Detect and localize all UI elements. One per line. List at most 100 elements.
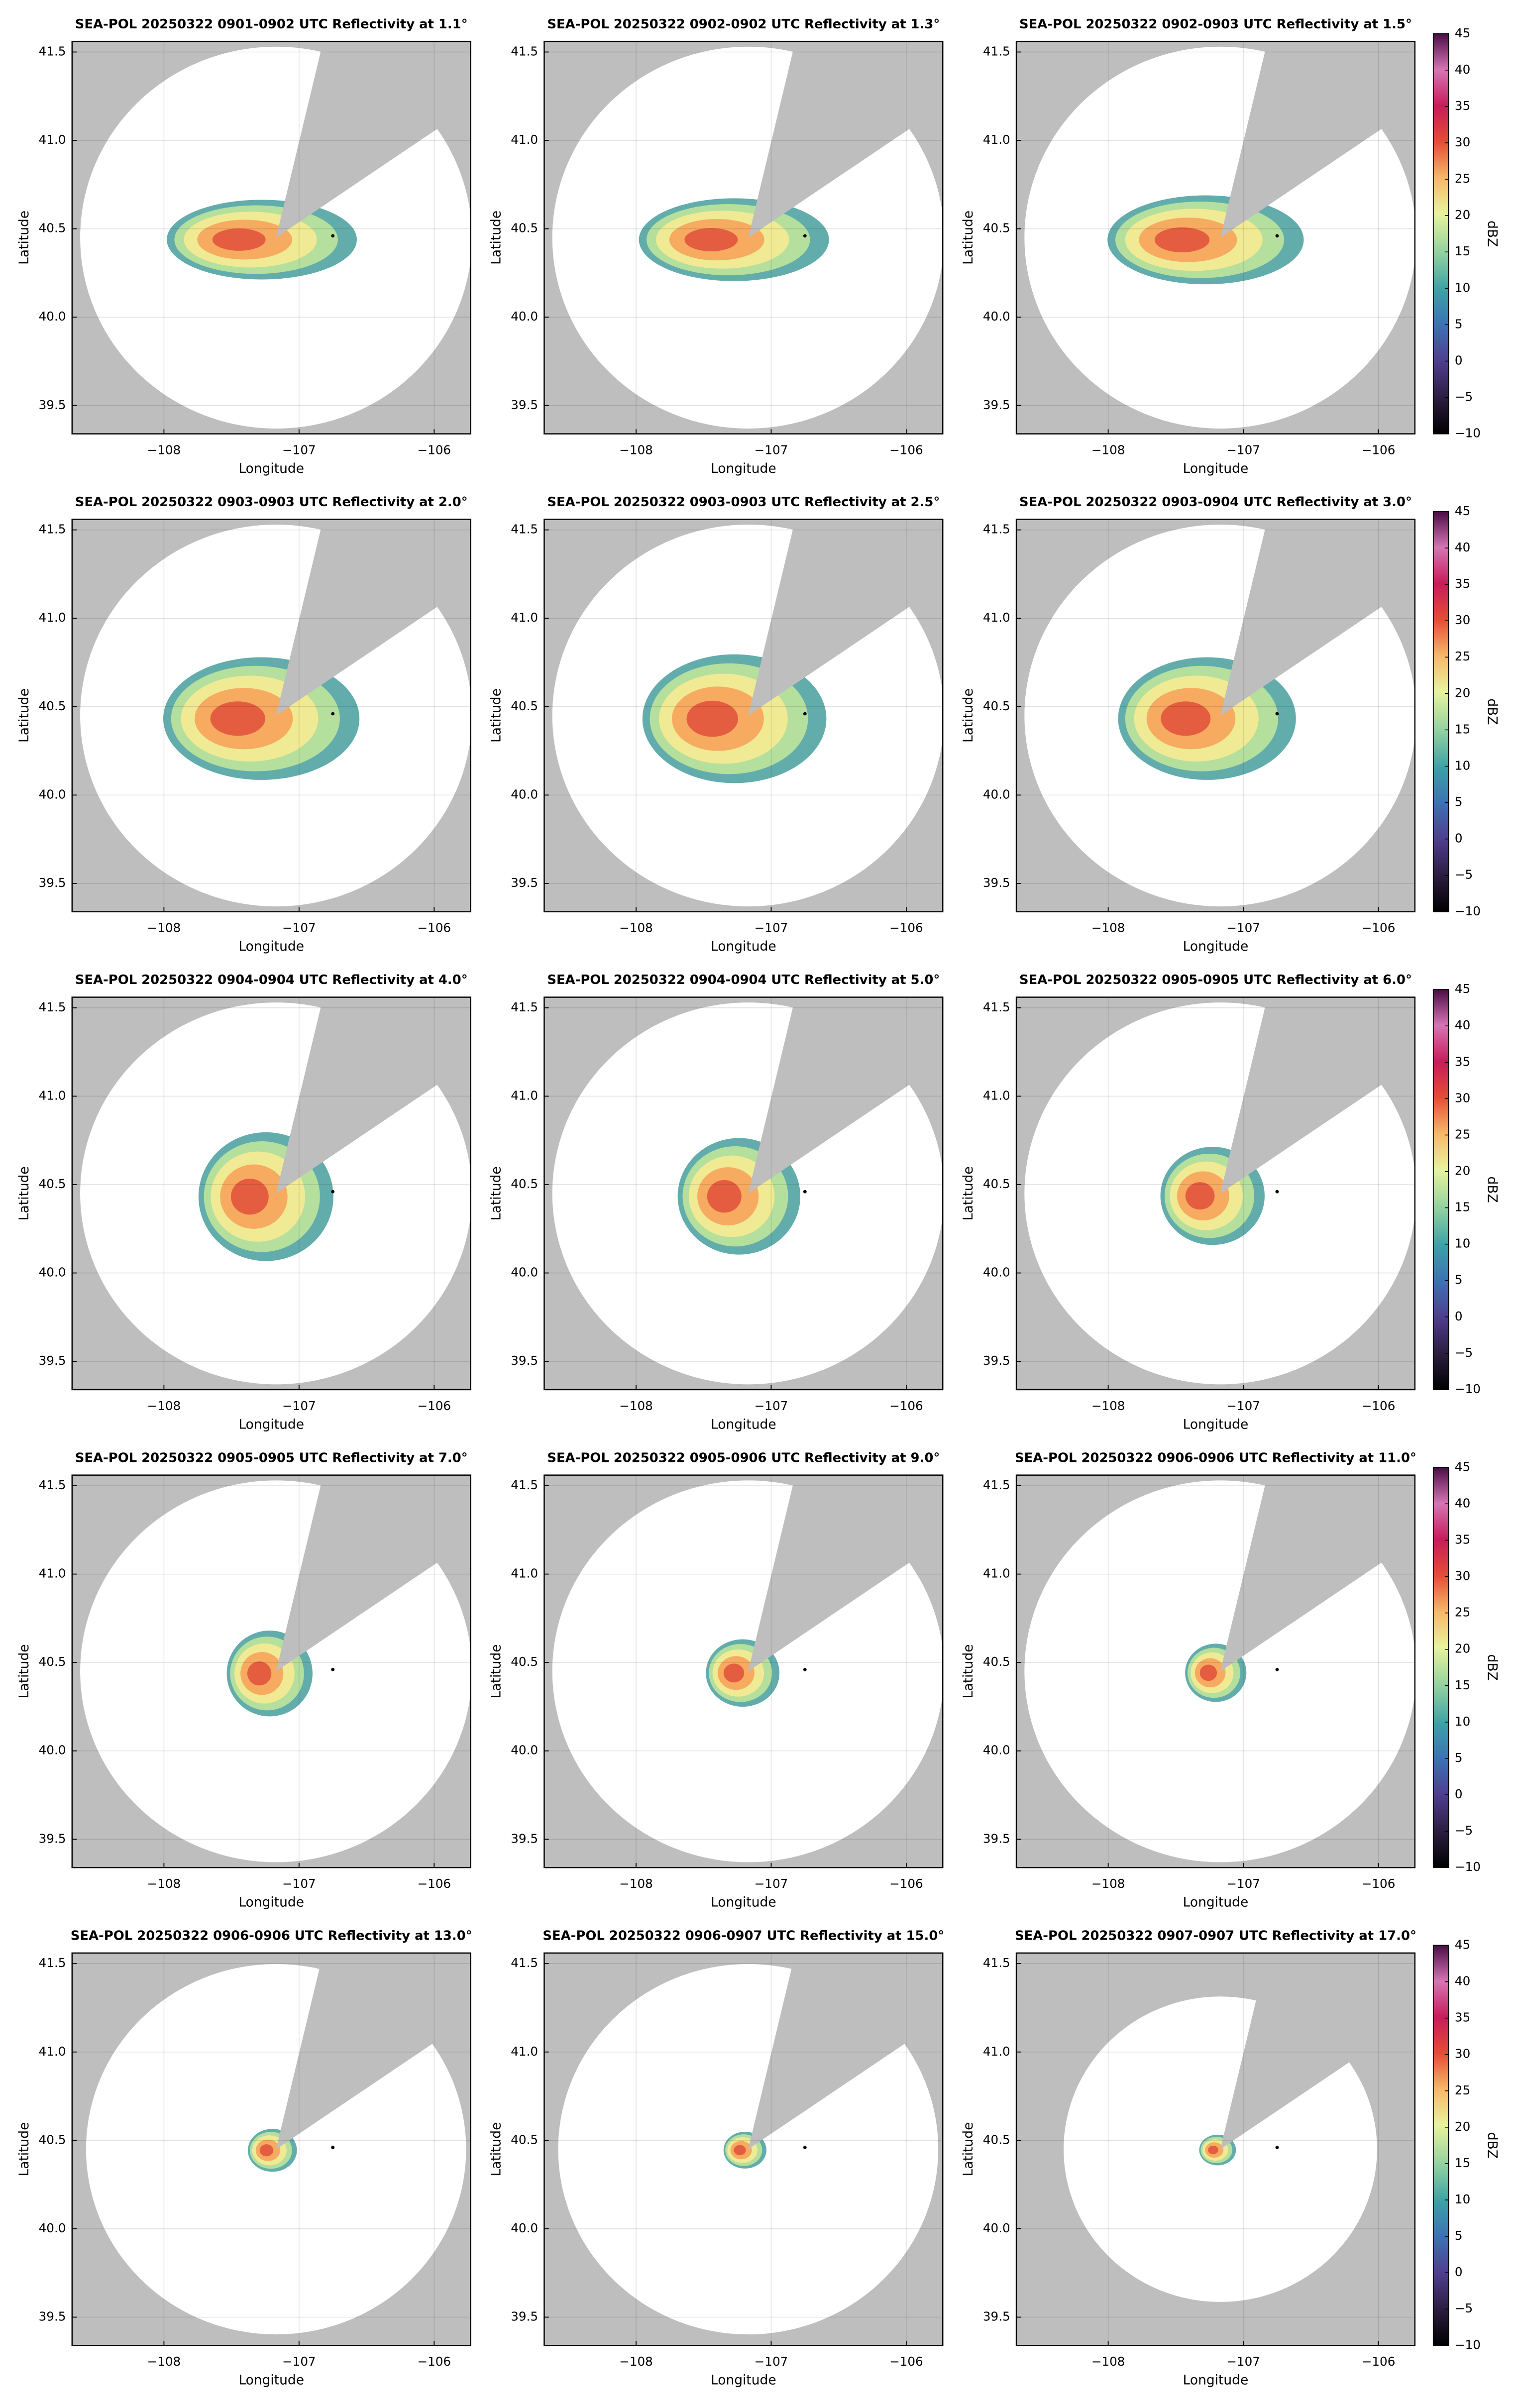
x-tick-label: −106	[417, 1876, 451, 1891]
panel: SEA-POL 20250322 0905-0905 UTC Reflectiv…	[16, 1450, 471, 1910]
colorbar-tick-label: 5	[1455, 2228, 1463, 2243]
colorbar-tick-label: 20	[1455, 208, 1470, 222]
colorbar-tick-label: 0	[1455, 2265, 1463, 2279]
echo	[259, 2144, 274, 2157]
panel-title: SEA-POL 20250322 0903-0903 UTC Reflectiv…	[75, 495, 468, 510]
site-marker	[1275, 234, 1279, 238]
colorbar-label: dBZ	[1484, 220, 1500, 247]
panel-title: SEA-POL 20250322 0905-0905 UTC Reflectiv…	[75, 1450, 468, 1465]
site-marker	[803, 2146, 807, 2149]
x-axis-label: Longitude	[1183, 2373, 1249, 2388]
x-tick-label: −106	[1362, 1399, 1396, 1413]
y-tick-label: 41.0	[983, 1088, 1010, 1102]
site-marker	[803, 1667, 807, 1671]
echo	[210, 701, 266, 736]
y-tick-label: 40.0	[511, 1743, 538, 1757]
blocked-sector	[1220, 41, 1415, 238]
y-axis-label: Latitude	[488, 1166, 504, 1220]
y-tick-label: 39.5	[39, 1831, 66, 1846]
blocked-sector	[1220, 997, 1415, 1194]
y-axis-label: Latitude	[961, 2122, 976, 2177]
colorbar-tick-label: −5	[1455, 868, 1473, 882]
panel-title: SEA-POL 20250322 0903-0903 UTC Reflectiv…	[547, 495, 940, 510]
colorbar	[1432, 511, 1449, 912]
colorbar-label: dBZ	[1484, 2132, 1500, 2159]
colorbar-tick-label: 25	[1455, 2083, 1470, 2097]
y-tick-label: 39.5	[983, 1831, 1010, 1846]
x-tick-label: −108	[619, 1399, 653, 1413]
x-tick-label: −106	[889, 2354, 923, 2369]
plot-area	[72, 519, 471, 912]
axes-frame	[1015, 1952, 1416, 2346]
colorbar-tick-label: 20	[1455, 2119, 1470, 2134]
colorbar-tick-label: 35	[1455, 2010, 1470, 2025]
y-tick-label: 40.5	[983, 699, 1010, 713]
blocked-sector	[276, 997, 471, 1194]
y-tick-label: 40.0	[983, 787, 1010, 801]
colorbar-tick-label: 5	[1455, 795, 1463, 809]
y-tick-label: 40.5	[511, 221, 538, 235]
blocked-sector	[276, 1475, 471, 1671]
echo	[1208, 2146, 1218, 2155]
colorbar-tick-label: 0	[1455, 1309, 1463, 1323]
plot-area	[544, 997, 943, 1390]
y-tick-label: 39.5	[511, 1353, 538, 1368]
x-tick-label: −107	[282, 921, 316, 935]
plot-area	[72, 1953, 471, 2346]
x-axis-label: Longitude	[1183, 1417, 1249, 1432]
x-tick-label: −108	[619, 443, 653, 457]
panel-title: SEA-POL 20250322 0906-0907 UTC Reflectiv…	[542, 1928, 944, 1943]
colorbar-tick-label: 45	[1455, 1459, 1470, 1474]
colorbar-tick-label: 15	[1455, 1678, 1470, 1692]
y-tick-label: 39.5	[511, 1831, 538, 1846]
site-marker	[331, 712, 335, 716]
colorbar-tick-label: −10	[1455, 1860, 1481, 1874]
y-tick-label: 41.0	[511, 2044, 538, 2059]
colorbar-tick-label: 0	[1455, 353, 1463, 367]
colorbar-tick-label: 25	[1455, 1605, 1470, 1620]
y-tick-label: 40.5	[983, 1177, 1010, 1191]
panel: SEA-POL 20250322 0905-0905 UTC Reflectiv…	[961, 973, 1500, 1432]
y-tick-label: 41.5	[511, 44, 538, 58]
y-tick-label: 39.5	[511, 876, 538, 890]
x-tick-label: −108	[1091, 443, 1125, 457]
y-axis-label: Latitude	[488, 211, 504, 265]
x-tick-label: −106	[417, 2354, 451, 2369]
site-marker	[331, 2146, 335, 2149]
plot-area	[544, 519, 943, 912]
colorbar-tick-label: −10	[1455, 2337, 1481, 2352]
colorbar	[1432, 33, 1449, 435]
x-axis-label: Longitude	[238, 461, 304, 476]
axes-frame	[1015, 40, 1416, 435]
y-tick-label: 41.5	[39, 1478, 66, 1492]
colorbar-tick-label: 35	[1455, 576, 1470, 591]
y-tick-label: 40.0	[39, 309, 66, 324]
x-tick-label: −108	[147, 443, 181, 457]
x-tick-label: −106	[889, 1876, 923, 1891]
blocked-sector	[1220, 1475, 1415, 1671]
y-tick-label: 40.0	[983, 309, 1010, 324]
panel: SEA-POL 20250322 0903-0903 UTC Reflectiv…	[488, 495, 944, 954]
y-tick-label: 39.5	[39, 876, 66, 890]
panel: SEA-POL 20250322 0905-0906 UTC Reflectiv…	[488, 1450, 944, 1910]
x-tick-label: −107	[755, 1399, 788, 1413]
echo	[684, 228, 738, 251]
x-tick-label: −106	[1362, 443, 1396, 457]
axes-frame	[71, 1952, 471, 2346]
x-tick-label: −108	[619, 1876, 653, 1891]
y-tick-label: 40.5	[983, 221, 1010, 235]
colorbar-tick-label: 40	[1455, 1974, 1470, 1988]
echo	[247, 1661, 272, 1686]
colorbar-tick-label: 35	[1455, 1054, 1470, 1069]
y-tick-label: 41.0	[39, 610, 66, 625]
y-tick-label: 41.0	[39, 1566, 66, 1581]
colorbar	[1432, 989, 1449, 1390]
x-axis-label: Longitude	[711, 1894, 776, 1910]
site-marker	[1275, 712, 1279, 716]
y-axis-label: Latitude	[488, 2122, 504, 2177]
y-tick-label: 40.5	[511, 1177, 538, 1191]
colorbar-tick-label: 15	[1455, 2156, 1470, 2170]
plot-area	[1016, 41, 1415, 434]
x-tick-label: −107	[1226, 921, 1260, 935]
